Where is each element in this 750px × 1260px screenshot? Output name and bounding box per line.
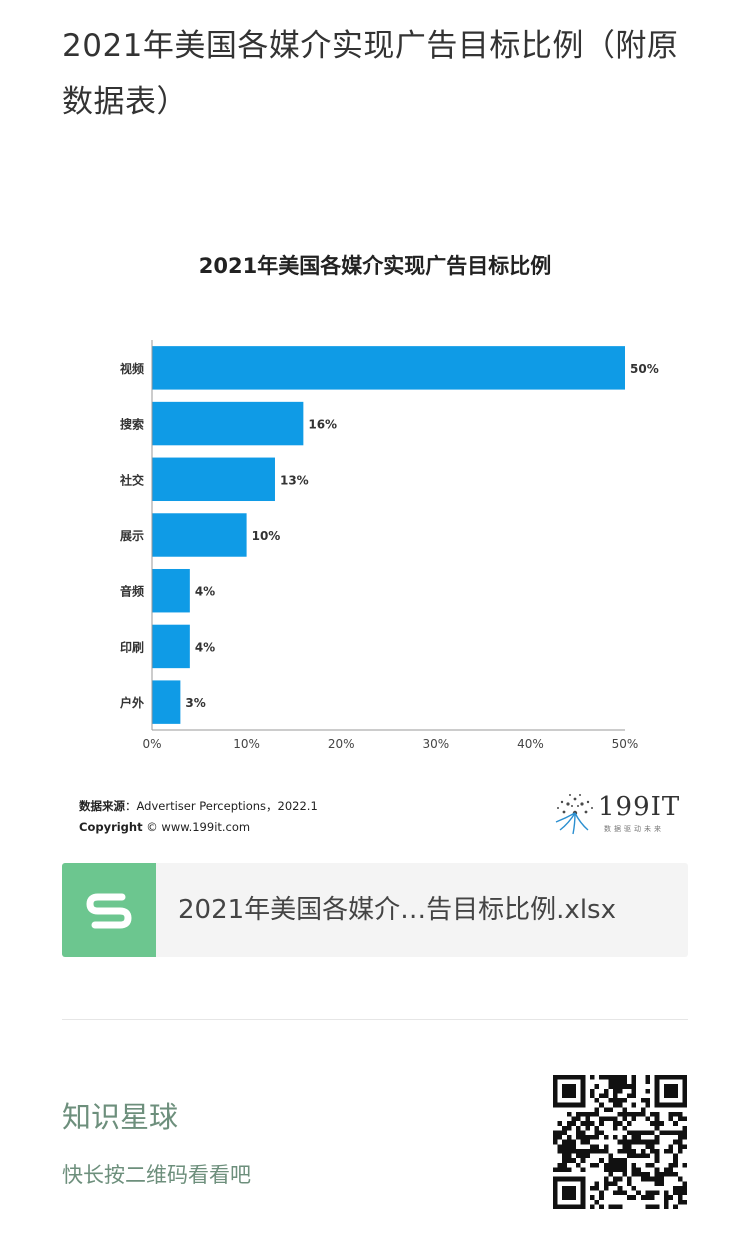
category-label-1: 搜索 [120,417,144,432]
attachment-file-name[interactable]: 2021年美国各媒介…告目标比例.xlsx [178,895,616,925]
dandelion-logo-icon [555,794,593,835]
bar-4 [152,568,190,613]
data-source: 数据来源：Advertiser Perceptions，2022.1 Copyr… [79,796,318,838]
source-text: ：Advertiser Perceptions，2022.1 [125,799,318,813]
bar-1 [152,401,304,446]
bar-3 [152,513,247,557]
category-label-2: 社交 [119,472,144,487]
bar-value-label-1: 16% [308,418,337,432]
bar-0 [152,346,625,390]
brand-logo: 199IT 数据驱动未来 [552,790,712,840]
copyright-text: © www.199it.com [146,820,251,834]
chart-title: 2021年美国各媒介实现广告目标比例 [198,254,552,278]
bar-value-label-5: 4% [195,640,215,654]
bar-value-label-4: 4% [195,585,215,599]
bar-value-label-3: 10% [252,529,281,543]
x-tick-label-2: 20% [328,737,355,751]
category-label-0: 视频 [120,361,144,376]
promo-title: 知识星球 [62,1100,179,1134]
brand-name: 199IT [598,792,681,822]
bar-6 [152,680,181,724]
divider [62,1019,688,1020]
source-label: 数据来源 [79,799,125,813]
attachment-card[interactable]: 2021年美国各媒介…告目标比例.xlsx [62,863,688,957]
bar-5 [152,624,190,669]
bar-value-label-0: 50% [630,362,659,376]
chart: 50% 视频 16% 搜索 13% 社交 10% 展示 4% 音频 4% 印刷 3% 户外 0% 10% 20%… [0,230,750,850]
qr-code-icon[interactable] [553,1075,687,1209]
bar-chart-svg: 50% 视频 16% 搜索 13% 社交 10% 展示 4% 音频 4% 印刷 3% 户外 0% 10% 20%… [119,340,659,751]
x-tick-label-1: 10% [233,737,260,751]
bar-2 [152,457,275,502]
bar-value-label-2: 13% [280,473,309,487]
copyright-label: Copyright [79,820,143,834]
spreadsheet-s-icon [62,863,156,957]
x-tick-label-3: 30% [422,737,449,751]
promo-subtitle: 快长按二维码看看吧 [62,1163,251,1187]
x-tick-label-5: 50% [612,737,639,751]
x-tick-label-0: 0% [142,737,161,751]
category-label-6: 户外 [120,695,144,710]
x-tick-label-4: 40% [517,737,544,751]
category-label-4: 音频 [120,584,144,599]
category-label-5: 印刷 [120,640,144,654]
brand-tagline: 数据驱动未来 [604,825,664,833]
page-title: 2021年美国各媒介实现广告目标比例（附原数据表） [62,28,679,120]
bar-value-label-6: 3% [185,696,205,710]
category-label-3: 展示 [120,529,144,543]
